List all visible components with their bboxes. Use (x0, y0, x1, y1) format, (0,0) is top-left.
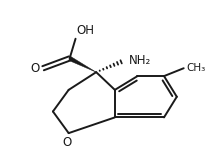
Text: NH₂: NH₂ (129, 54, 151, 67)
Polygon shape (69, 56, 96, 72)
Text: CH₃: CH₃ (187, 63, 206, 73)
Text: OH: OH (77, 24, 95, 37)
Text: O: O (62, 136, 71, 149)
Text: O: O (30, 62, 39, 75)
